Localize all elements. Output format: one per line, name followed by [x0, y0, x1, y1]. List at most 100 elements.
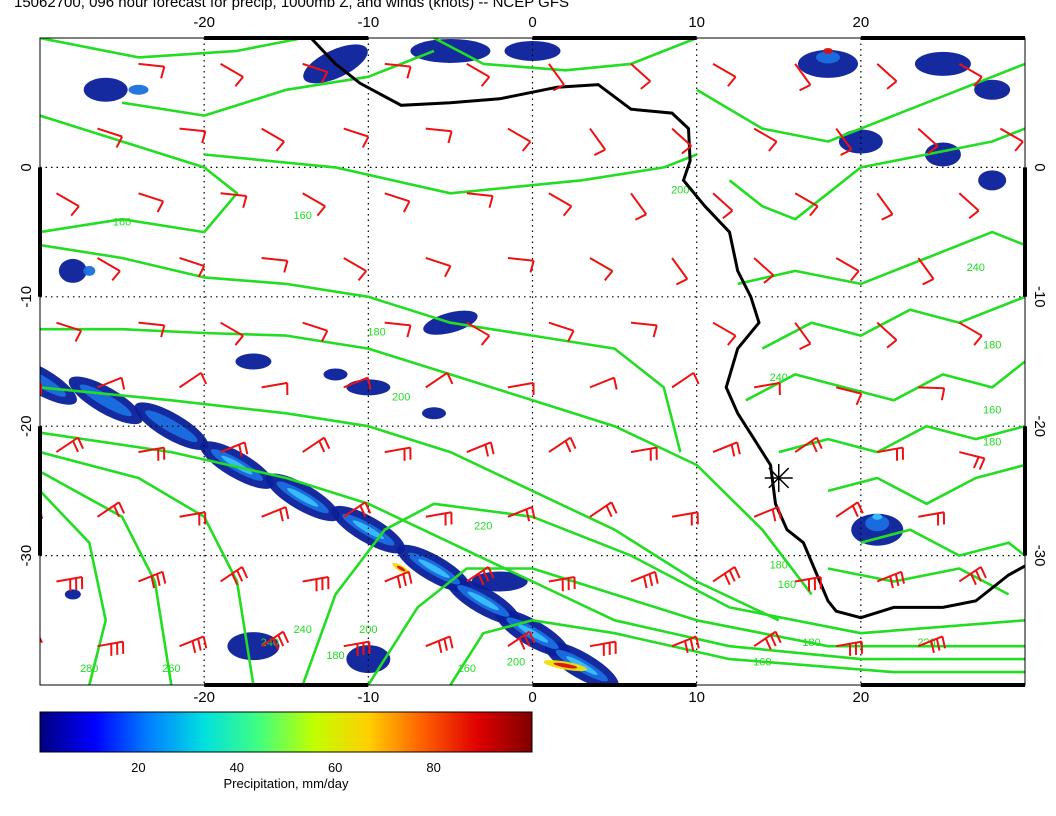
wind-barb-layer [40, 62, 1056, 656]
wind-barb [261, 381, 289, 396]
wind-barb [138, 321, 166, 338]
height-contour [367, 567, 1025, 685]
precip-area [410, 38, 491, 63]
wind-barb [55, 192, 80, 217]
height-contour [40, 243, 682, 453]
precip-area [346, 379, 391, 396]
frame-bars [38, 36, 1027, 687]
wind-barb [261, 256, 289, 273]
wind-barb [794, 192, 819, 217]
height-contour [40, 470, 173, 685]
precip-area [287, 488, 319, 507]
precip-area [396, 565, 406, 572]
wind-barb [179, 257, 206, 278]
wind-barb [302, 62, 329, 84]
height-contour [40, 114, 239, 234]
precip-area [865, 515, 890, 532]
height-contour [696, 62, 1025, 143]
wind-barb [507, 630, 536, 650]
wind-barb [753, 506, 782, 522]
wind-barb [178, 372, 208, 389]
lat-tick-left: -30 [18, 545, 35, 567]
contour-label: 180 [802, 637, 820, 649]
precip-area [145, 410, 198, 443]
contour-label: 240 [770, 372, 788, 384]
wind-barb [958, 566, 987, 586]
wind-barb [384, 62, 412, 79]
wind-barb [877, 446, 904, 461]
wind-barb [343, 257, 367, 282]
wind-barb [343, 376, 372, 390]
precip-area [914, 51, 971, 76]
wind-barb [835, 501, 864, 518]
lon-tick-top: 10 [688, 14, 705, 31]
wind-barb [589, 376, 618, 390]
precip-area [128, 84, 149, 95]
contour-label: 160 [778, 579, 796, 591]
contour-label: 160 [458, 663, 476, 675]
wind-barb [630, 192, 648, 221]
colorbar-ticks: 20 40 60 80 [131, 760, 441, 775]
wind-barb [671, 127, 693, 155]
wind-barb [220, 63, 244, 87]
wind-barb [40, 381, 43, 396]
height-contour [204, 153, 698, 195]
contour-label: 280 [80, 663, 98, 675]
wind-barb [384, 321, 412, 338]
contour-label: 260 [162, 663, 180, 675]
coastline [309, 38, 1025, 620]
height-contour [40, 386, 780, 622]
precip-area [504, 40, 561, 61]
wind-barb [302, 192, 326, 217]
height-contour [433, 38, 698, 72]
precip-area [58, 258, 87, 283]
precip-area [352, 520, 384, 540]
wind-barb [876, 63, 898, 90]
contour-layer: 160 160 180 200 220 180 160 180 160 240 200 280 260 2… [40, 38, 1025, 685]
location-marker [764, 463, 793, 492]
wind-barb [712, 192, 734, 220]
wind-barb [179, 127, 207, 144]
wind-barb [179, 511, 207, 526]
wind-barb [671, 511, 699, 526]
wind-barb [507, 506, 536, 522]
wind-barb [96, 257, 121, 282]
colorbar-tick-label: 20 [131, 760, 145, 775]
precip-area [227, 632, 280, 661]
precip-area [422, 407, 446, 420]
wind-barb [343, 501, 372, 518]
wind-barb [753, 381, 781, 396]
wind-barb [466, 441, 495, 457]
height-contour [40, 450, 255, 685]
wind-barb [1032, 64, 1056, 92]
height-contour [728, 127, 1025, 221]
contour-label: 200 [392, 391, 410, 403]
wind-barb [507, 381, 535, 396]
height-contour [827, 463, 1025, 506]
wind-barb [753, 127, 778, 152]
precip-area [64, 589, 81, 600]
wind-barb [55, 436, 84, 453]
wind-barb [794, 322, 812, 351]
wind-barb [220, 441, 249, 457]
lat-tick-right: 0 [1031, 163, 1048, 171]
lon-tick-bottom: 10 [688, 689, 705, 706]
wind-barb [917, 257, 935, 286]
contour-label: 180 [770, 560, 788, 572]
lon-tick-bottom: 0 [528, 689, 536, 706]
wind-barb [589, 501, 618, 518]
wind-barb [302, 575, 330, 592]
precip-area [467, 591, 499, 611]
lon-tick-top: 20 [852, 14, 869, 31]
wind-barb [466, 192, 494, 208]
wind-barb [876, 192, 894, 221]
wind-barb [835, 386, 863, 406]
wind-barb [836, 640, 863, 656]
lon-tick-top: 0 [528, 14, 536, 31]
height-contour [40, 490, 107, 685]
wind-barb [671, 372, 700, 389]
height-contour [778, 424, 1025, 454]
precip-area [83, 77, 128, 102]
wind-barb [261, 506, 290, 522]
wind-barb [220, 566, 249, 586]
